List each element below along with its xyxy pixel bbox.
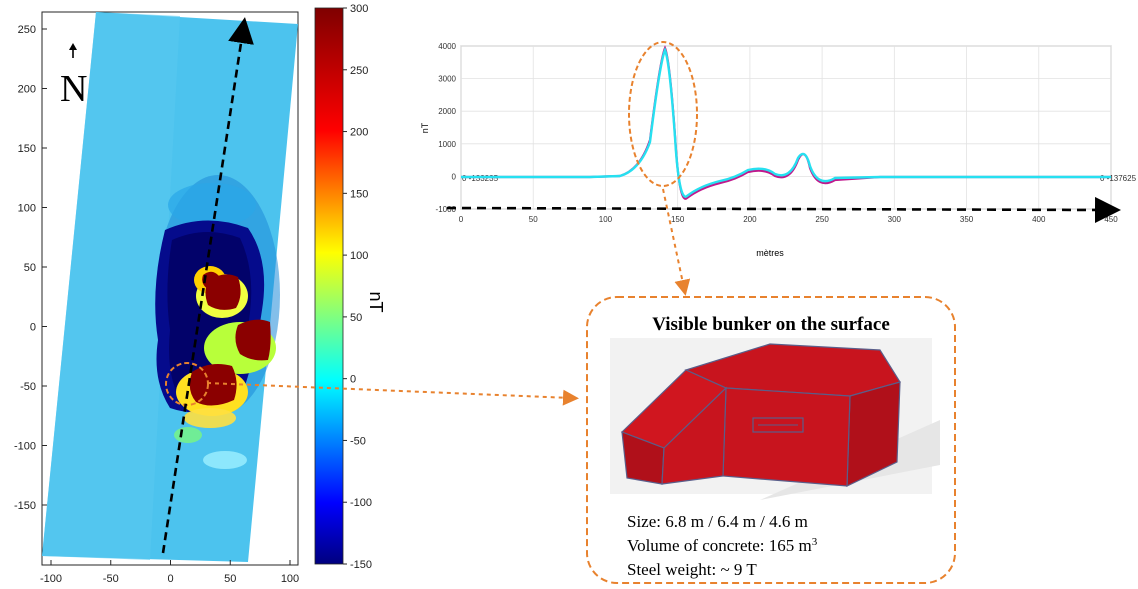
map-x-tick-label: -50 [103,573,119,585]
colorbar-tick-label: 50 [350,312,362,324]
profile-y-tick-labels: 4000 3000 2000 1000 0 -1000 [436,42,457,214]
profile-plot-area [460,45,1112,210]
profile-x-tick-label: 150 [671,215,685,224]
profile-x-tick-label: 400 [1032,215,1046,224]
profile-y-tick-label: 2000 [438,107,456,116]
map-y-tick-label: -100 [14,441,36,453]
profile-y-tick-label: 4000 [438,42,456,51]
profile-x-tick-label: 100 [599,215,613,224]
profile-x-tick-label: 0 [459,215,464,224]
map-y-tick-label: 250 [18,24,36,36]
profile-y-tick-label: -1000 [436,205,457,214]
colorbar-tick-label: 0 [350,374,356,386]
map-y-tick-label: 0 [30,322,36,334]
map-y-tick-label: 100 [18,203,36,215]
profile-y-tick-label: 3000 [438,75,456,84]
profile-ylabel: nT [420,122,430,133]
profile-y-tick-label: 1000 [438,140,456,149]
positive-anomaly-3 [235,319,271,361]
colorbar-tick-label: 300 [350,3,368,15]
callout-title: Visible bunker on the surface [652,314,890,335]
colorbar-tick-label: 200 [350,127,368,139]
colorbar-tick-label: 250 [350,65,368,77]
profile-direction-arrow [446,196,1121,223]
bunker-size: Size: 6.8 m / 6.4 m / 4.6 m [627,512,808,531]
profile-x-tick-label: 200 [743,215,757,224]
profile-x-tick-label: 300 [888,215,902,224]
north-arrow: N [60,43,87,110]
profile-start-label: 0 -133235 [462,174,499,183]
map-y-tick-label: 50 [24,262,36,274]
profile-xlabel: mètres [756,248,784,258]
colorbar-tick-label: -50 [350,435,366,447]
bunker-illustration [610,338,940,500]
profile-x-tick-labels: 0 50 100 150 200 250 300 350 400 450 [459,215,1118,224]
profile-curve-cyan [461,46,1111,198]
profile-peak-ellipse [628,41,698,187]
bunker-callout: Visible bunker on the surface Size: 6.8 … [586,296,956,584]
colorbar-tick-label: -150 [350,559,372,571]
colorbar-tick-labels: 300 250 200 150 100 50 0 -50 -100 -150 [343,3,372,571]
profile-grid [460,45,1112,210]
map-x-tick-labels: -100 -50 0 50 100 [40,560,299,585]
map-x-tick-label: 50 [224,573,236,585]
colorbar-label: nT [366,291,386,312]
colorbar-tick-label: 100 [350,250,368,262]
map-y-tick-label: 200 [18,84,36,96]
map-y-tick-label: -150 [14,500,36,512]
map-x-tick-label: 100 [281,573,299,585]
north-label: N [60,68,87,110]
profile-y-tick-label: 0 [452,172,457,181]
profile-x-tick-label: 50 [529,215,538,224]
profile-x-tick-label: 350 [960,215,974,224]
profile-line-arrow [161,17,254,554]
profile-end-label: 0 -137625 [1100,174,1137,183]
bunker-steel-weight: Steel weight: ~ 9 T [627,560,757,579]
positive-anomaly-2 [205,274,241,310]
map-y-tick-label: -50 [20,381,36,393]
colorbar-scale [314,7,344,565]
map-y-tick-label: 150 [18,143,36,155]
magnetic-map: N -100 -50 0 50 100 250200150100500-50-100-1… [14,11,299,585]
colorbar: 300 250 200 150 100 50 0 -50 -100 -150 nT [314,3,386,571]
positive-anomaly-4 [189,364,237,406]
profile-chart: 0 50 100 150 200 250 300 350 400 450 4000 3000 2000… [420,41,1137,258]
map-x-tick-label: -100 [40,573,62,585]
profile-to-callout-connector [662,188,691,296]
map-x-tick-label: 0 [167,573,173,585]
colorbar-tick-label: 150 [350,188,368,200]
profile-x-tick-label: 450 [1104,215,1118,224]
map-y-tick-labels: 250 200 150 100 50 0 -50 -100 -150 [14,24,47,512]
bunker-volume: Volume of concrete: 165 m3 [627,536,818,555]
colorbar-tick-label: -100 [350,497,372,509]
profile-x-tick-label: 250 [815,215,829,224]
